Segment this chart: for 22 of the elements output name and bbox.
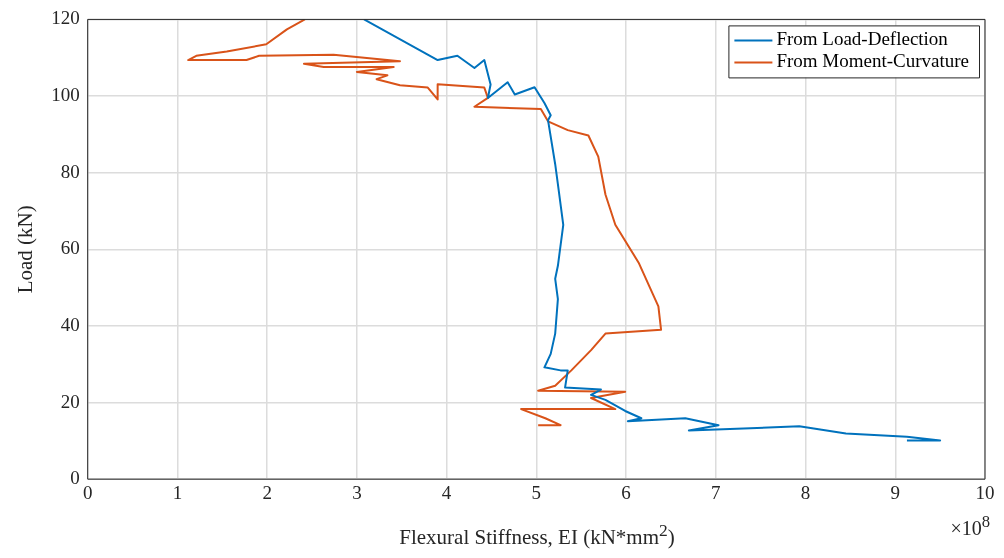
text: ×10$^{8}$ [950, 512, 990, 540]
y-tick-label: 120 [51, 7, 80, 29]
y-tick-label: 20 [60, 390, 80, 412]
x-tick-label: 5 [531, 481, 542, 503]
legend-label: From Load-Deflection [776, 28, 949, 50]
x-axis-title: Flexural Stiffness, EI (kN*mm$^{2}$) [399, 520, 675, 549]
x-tick-label: 7 [711, 481, 721, 503]
x-tick-label: 2 [262, 481, 272, 503]
y-tick-label: 80 [60, 160, 80, 182]
legend-label: From Moment-Curvature [776, 50, 969, 72]
x-tick-label: 8 [800, 481, 811, 503]
y-tick-label: 100 [51, 84, 80, 106]
y-tick-label: 60 [60, 237, 80, 259]
x-tick-label: 3 [352, 481, 362, 503]
x-tick-label: 4 [441, 481, 452, 503]
x-tick-label: 6 [621, 481, 631, 503]
y-axis-title: Load (kN) [13, 205, 38, 294]
x-tick-label: 9 [890, 481, 901, 503]
y-tick-label: 0 [70, 467, 80, 489]
y-tick-label: 40 [60, 313, 80, 335]
x-tick-label: 10 [975, 481, 995, 503]
x-tick-label: 1 [172, 481, 183, 503]
